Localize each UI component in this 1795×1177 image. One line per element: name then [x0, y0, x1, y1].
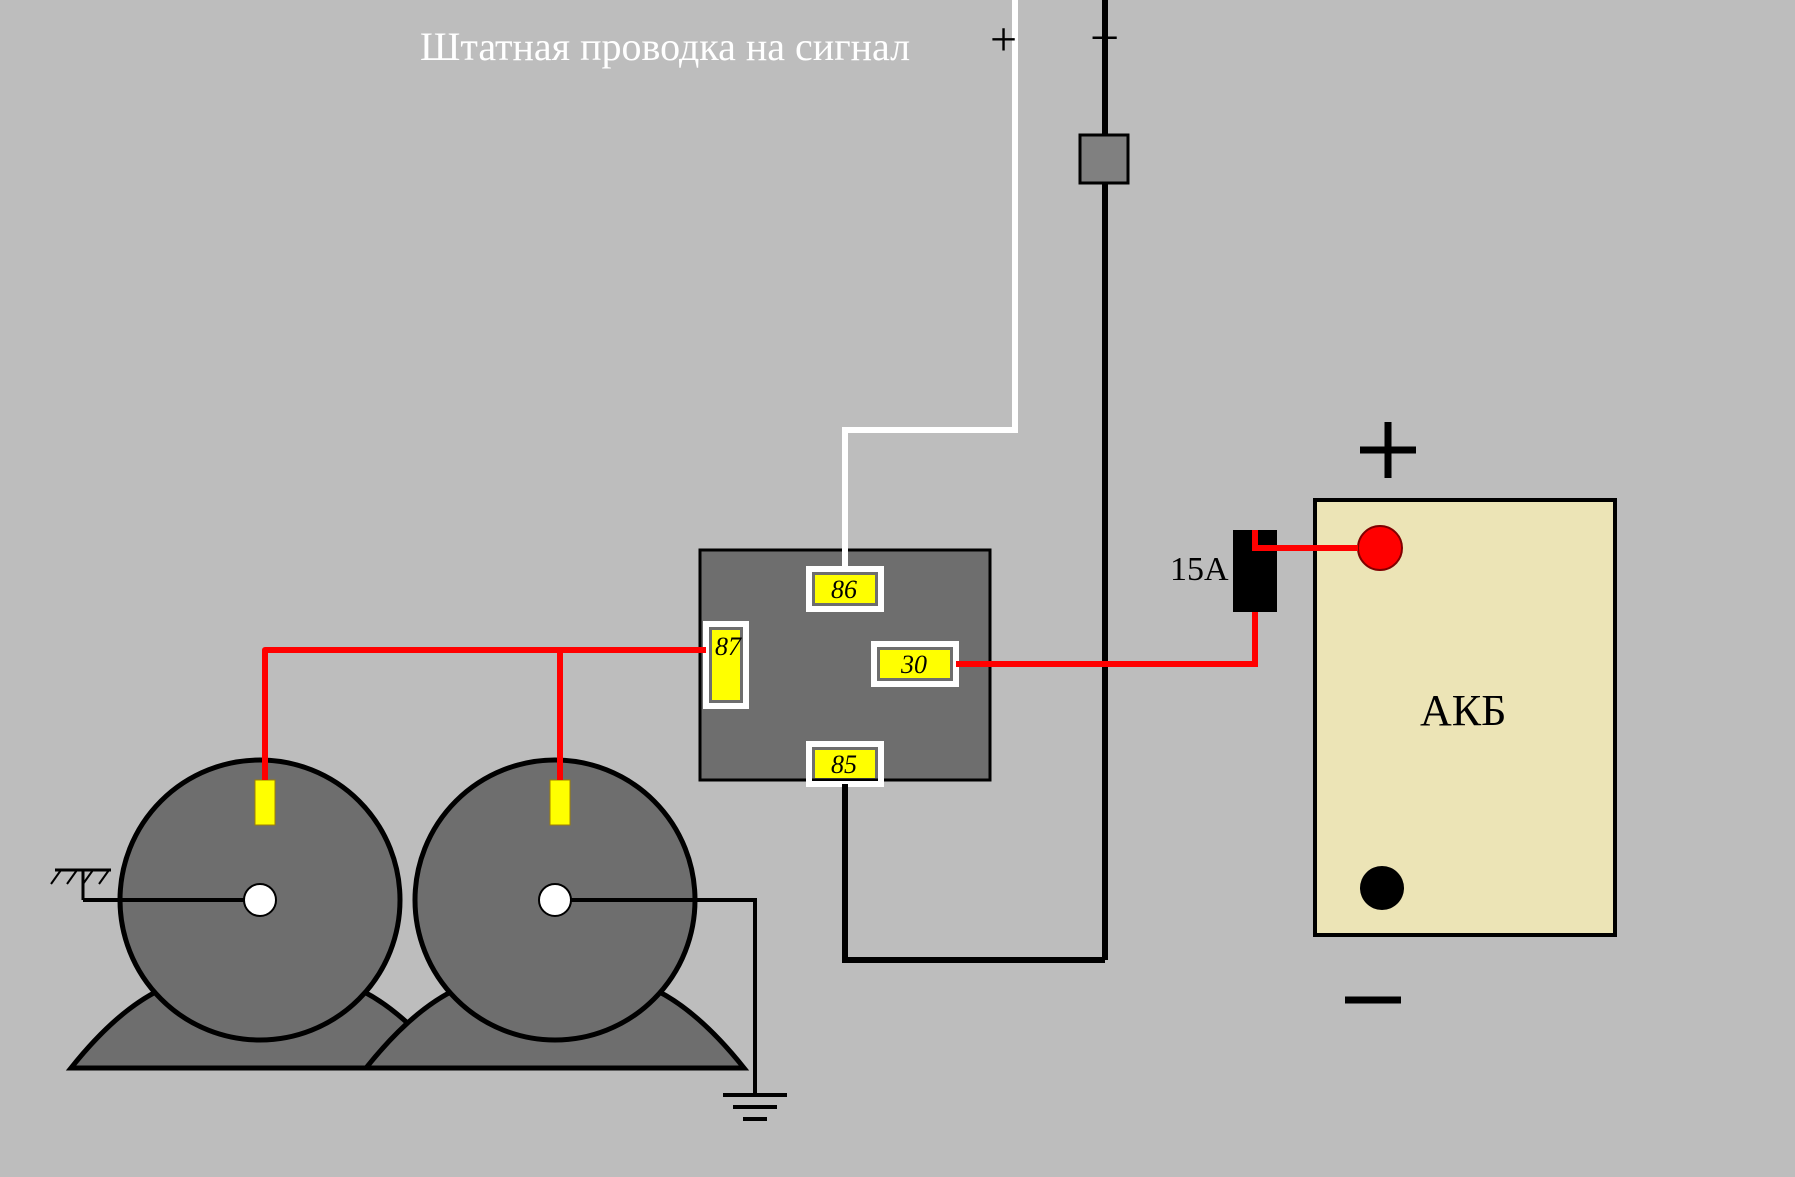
horn-terminal-1	[550, 780, 570, 825]
stock-connector-icon	[1080, 135, 1128, 183]
relay-pin-label-86: 86	[831, 575, 857, 604]
relay-pin-label-30: 30	[900, 650, 927, 679]
relay-pin-label-87: 87	[715, 632, 742, 661]
fuse-label: 15A	[1170, 551, 1229, 588]
diagram-title: Штатная проводка на сигнал	[420, 24, 910, 69]
horn-center-0	[244, 884, 276, 916]
relay-pin-label-85: 85	[831, 750, 857, 779]
horn-terminal-0	[255, 780, 275, 825]
stock-plus-label: +	[990, 13, 1017, 66]
battery-negative-terminal	[1360, 866, 1404, 910]
horn-center-1	[539, 884, 571, 916]
battery-label: АКБ	[1420, 686, 1506, 735]
stock-minus-label: −	[1090, 10, 1119, 67]
battery-positive-terminal	[1358, 526, 1402, 570]
wiring-diagram: 86 85 87 30 АКБ 15A + − Штатная проводка на сигн…	[0, 0, 1795, 1177]
